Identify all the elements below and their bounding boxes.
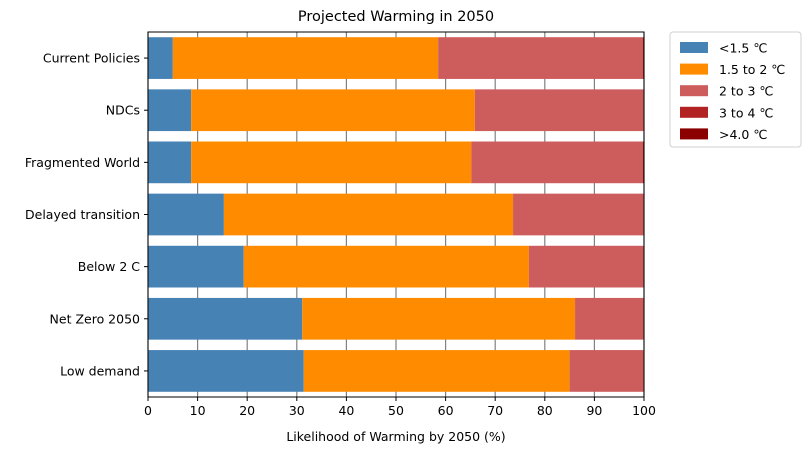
legend-swatch-3 [680,106,708,118]
legend-label-4: >4.0 ℃ [719,127,767,142]
bar-0-series-0 [148,37,173,79]
y-tick-label-3: Delayed transition [25,207,140,222]
bar-4-series-2 [528,245,644,288]
bar-4-series-0 [148,245,244,288]
bar-2-series-1 [191,141,472,184]
x-tick-label-80: 80 [537,403,553,418]
x-tick-label-10: 10 [190,403,206,418]
legend-swatch-0 [680,42,708,53]
y-tick-label-1: NDCs [106,103,140,118]
y-tick-label-6: Low demand [60,363,140,378]
y-tick-label-0: Current Policies [43,51,140,66]
y-tick-label-4: Below 2 C [78,259,141,274]
bar-2-series-0 [148,141,192,184]
x-tick-label-50: 50 [388,403,404,418]
bar-6-series-2 [569,350,644,392]
x-tick-label-20: 20 [239,403,255,418]
x-axis-ticks: 0 10 20 30 40 50 60 70 80 90 100 [144,397,656,418]
bar-0-series-1 [172,37,439,79]
x-tick-label-30: 30 [289,403,305,418]
x-tick-label-100: 100 [632,403,656,418]
bar-0-series-2 [438,37,644,79]
legend: <1.5 ℃ 1.5 to 2 ℃ 2 to 3 ℃ 3 to 4 ℃ >4.0 ℃ [669,31,802,148]
legend-label-3: 3 to 4 ℃ [719,105,773,120]
y-tick-label-5: Net Zero 2050 [50,311,141,326]
bar-5-series-2 [575,297,644,340]
bar-1-series-2 [474,89,644,132]
legend-frame [669,31,802,148]
bar-6-series-1 [303,350,570,392]
x-tick-label-40: 40 [338,403,354,418]
legend-label-2: 2 to 3 ℃ [719,84,773,99]
bars [148,37,644,392]
x-tick-label-90: 90 [586,403,602,418]
x-axis-title: Likelihood of Warming by 2050 (%) [286,429,505,444]
bar-4-series-1 [243,245,529,288]
y-tick-label-2: Fragmented World [25,155,140,170]
bar-3-series-2 [513,193,644,236]
bar-5-series-0 [148,297,303,340]
legend-label-1: 1.5 to 2 ℃ [719,62,785,77]
bar-5-series-1 [302,297,576,340]
y-axis-ticks: Current Policies NDCs Fragmented World Dela… [25,51,148,378]
x-tick-label-0: 0 [144,403,152,418]
chart-title: Projected Warming in 2050 [298,9,494,25]
bar-6-series-0 [148,350,304,392]
bar-3-series-1 [223,193,514,236]
bar-3-series-0 [148,193,224,236]
legend-label-0: <1.5 ℃ [719,41,767,56]
bar-1-series-1 [191,89,475,132]
legend-swatch-1 [680,63,708,75]
legend-swatch-4 [680,128,708,140]
bar-2-series-2 [471,141,644,184]
legend-swatch-2 [680,85,708,97]
bar-1-series-0 [148,89,192,132]
x-tick-label-60: 60 [438,403,454,418]
x-tick-label-70: 70 [487,403,503,418]
